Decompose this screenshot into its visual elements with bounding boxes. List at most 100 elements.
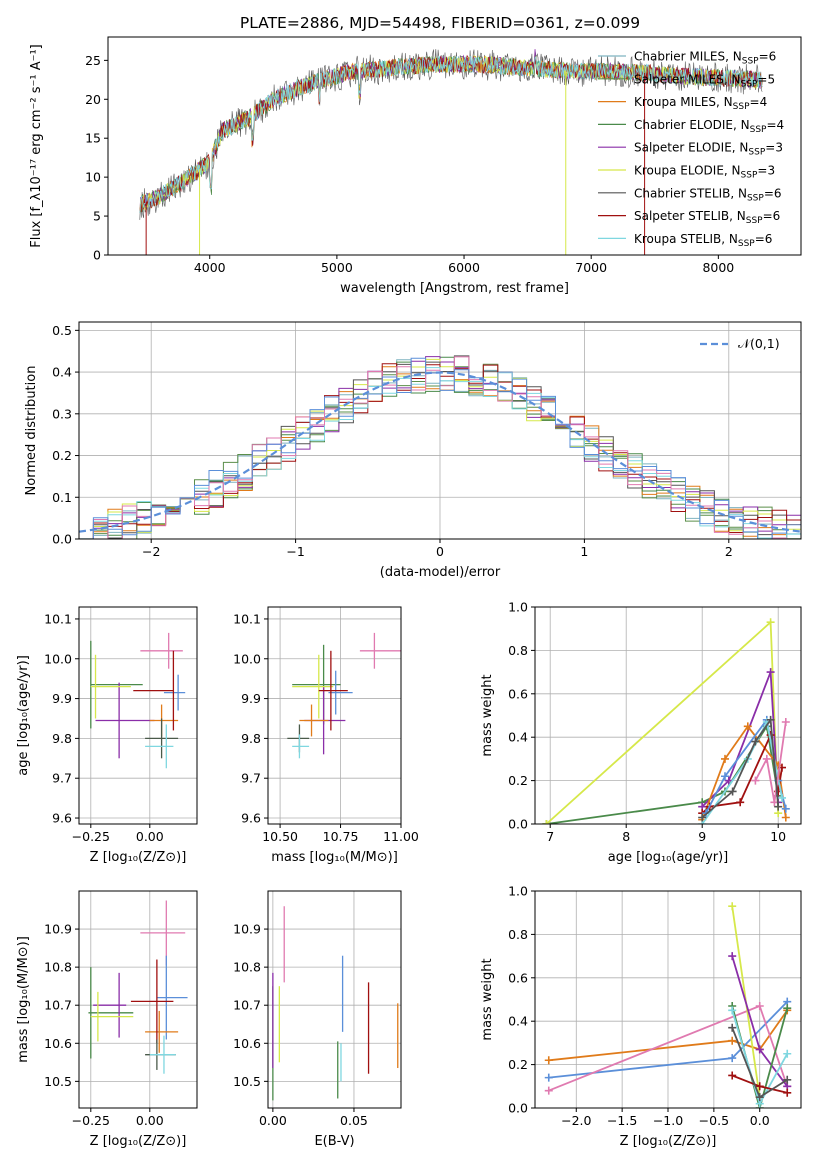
- y-axis-label: mass [log₁₀(M/M⊙)]: [16, 936, 31, 1063]
- x-axis-label: Z [log₁₀(Z/Z⊙)]: [90, 850, 187, 865]
- x-axis-label: wavelength [Angstrom, rest frame]: [340, 281, 569, 296]
- x-tick-label: 0.00: [136, 829, 164, 844]
- panel-weight-vs-age: 7 8 9 10 0.0 0.2 0.4 0.6 0.8 1.0 age [log₁₀(age/yr…: [480, 600, 802, 865]
- panel-age-vs-Z: −0.25 0.00 9.6 9.7 9.8 9.9 10.0 10.1 Z [log₁₀(Z/…: [16, 606, 198, 865]
- legend-label: 𝒩(0,1): [738, 336, 780, 351]
- y-tick-label: 10.7: [44, 998, 72, 1013]
- y-axis-label: age [log₁₀(age/yr)]: [16, 655, 31, 776]
- y-tick-label: 1.0: [508, 884, 528, 899]
- y-tick-label: 10.5: [233, 1074, 261, 1089]
- legend-tail: =3: [765, 141, 783, 155]
- y-tick-label: 0: [93, 248, 101, 263]
- weight-marker: [778, 793, 786, 802]
- weight-marker: [728, 902, 737, 911]
- y-tick-label: 0.6: [508, 686, 528, 701]
- plot-area: [287, 632, 401, 759]
- weight-marker: [698, 813, 707, 822]
- x-tick-label: 10.50: [262, 829, 298, 844]
- y-tick-label: 0.6: [508, 970, 528, 985]
- histogram-series: [79, 357, 801, 539]
- weight-marker: [736, 798, 745, 807]
- legend-label: Chabrier MILES, NSSP=6: [634, 50, 776, 67]
- x-axis-label: age [log₁₀(age/yr)]: [608, 850, 729, 865]
- x-tick-label: 10.75: [323, 829, 359, 844]
- x-axis-label: Z [log₁₀(Z/Z⊙)]: [620, 1134, 717, 1149]
- x-tick-label: 8000: [702, 260, 734, 275]
- x-tick-label: 0.0: [750, 1113, 770, 1128]
- panel-age-vs-mass: 10.50 10.75 11.00 9.6 9.7 9.8 9.9 10.0 10.1 mass …: [233, 606, 419, 865]
- x-tick-label: −2: [142, 544, 160, 559]
- legend-sub: SSP: [742, 57, 759, 67]
- y-tick-label: 10.8: [233, 960, 261, 975]
- weight-marker: [751, 776, 760, 785]
- legend-label: Salpeter STELIB, NSSP=6: [634, 209, 780, 226]
- legend-sub: SSP: [747, 193, 764, 203]
- panel-mass-vs-EBV: 0.00 0.05 10.5 10.6 10.7 10.8 10.9 E(B-V): [233, 890, 402, 1149]
- x-tick-label: −2.0: [561, 1113, 591, 1128]
- weight-marker: [783, 1049, 792, 1058]
- x-tick-label: 0.00: [259, 1113, 287, 1128]
- legend-sub: SSP: [750, 125, 767, 135]
- weight-marker: [724, 776, 733, 785]
- y-tick-label: 10.8: [44, 960, 72, 975]
- weight-marker: [766, 618, 775, 627]
- plot-area: [79, 355, 801, 539]
- x-tick-label: −1.0: [653, 1113, 683, 1128]
- axes-frame: [267, 606, 402, 825]
- y-tick-label: 10.7: [233, 998, 261, 1013]
- legend-sub: SSP: [741, 79, 758, 89]
- y-axis-label: Normed distribution: [24, 366, 39, 496]
- weight-marker: [721, 754, 729, 763]
- panel-spectrum: 4000 5000 6000 7000 8000 0 5 10 15 20 25 wavelength…: [29, 36, 802, 296]
- x-tick-label: 9: [698, 829, 706, 844]
- plot-area: [90, 632, 186, 769]
- y-tick-label: 10.6: [44, 1036, 72, 1051]
- plot-area: [272, 906, 399, 1101]
- legend-tail: =5: [757, 72, 775, 86]
- y-tick-label: 10.5: [44, 1074, 72, 1089]
- weight-line: [701, 671, 780, 808]
- y-tick-label: 5: [93, 209, 101, 224]
- y-tick-label: 0.3: [52, 406, 72, 421]
- plot-area: [542, 618, 790, 824]
- weight-marker: [728, 1023, 737, 1032]
- y-axis-label: Flux [f_λ10⁻¹⁷ erg cm⁻² s⁻¹ A⁻¹]: [29, 44, 44, 248]
- y-tick-label: 9.8: [241, 731, 261, 746]
- legend-tail: =3: [757, 164, 775, 178]
- y-tick-label: 9.9: [52, 691, 72, 706]
- legend-sub: SSP: [741, 171, 758, 181]
- x-tick-label: −0.25: [72, 1113, 110, 1128]
- weight-marker: [751, 737, 760, 746]
- y-tick-label: 0.8: [508, 643, 528, 658]
- y-tick-label: 0.0: [52, 532, 72, 547]
- legend-tail: =6: [755, 232, 773, 246]
- weight-marker: [781, 813, 790, 822]
- legend-sub: SSP: [733, 102, 750, 112]
- y-tick-label: 9.7: [241, 771, 261, 786]
- y-tick-label: 10.1: [44, 611, 72, 626]
- y-tick-label: 0.5: [52, 323, 72, 338]
- y-tick-label: 10.0: [233, 651, 261, 666]
- weight-marker: [728, 952, 737, 961]
- legend-sub: SSP: [738, 239, 755, 249]
- weight-marker: [728, 1036, 737, 1045]
- weight-marker: [728, 1006, 737, 1015]
- spectrum-line: [139, 55, 763, 213]
- x-tick-label: −0.5: [699, 1113, 729, 1128]
- weight-marker: [755, 1002, 764, 1011]
- x-tick-label: 7: [546, 829, 554, 844]
- y-tick-label: 20: [85, 92, 101, 107]
- legend-label: Kroupa ELODIE, NSSP=3: [634, 164, 775, 181]
- gaussian-curve: [79, 371, 801, 533]
- panel-weight-vs-Z: −2.0 −1.5 −1.0 −0.5 0.0 0.0 0.2 0.4 0.6 0.8 1.0 Z […: [480, 884, 802, 1149]
- weight-marker: [783, 1075, 792, 1084]
- y-tick-label: 0.0: [508, 1101, 528, 1116]
- weight-line: [754, 721, 787, 803]
- weight-marker: [762, 754, 771, 763]
- legend-label: Salpeter MILES, NSSP=5: [634, 72, 775, 89]
- x-tick-label: 2: [725, 544, 733, 559]
- x-axis-label: (data-model)/error: [380, 565, 501, 580]
- figure-title: PLATE=2886, MJD=54498, FIBERID=0361, z=0…: [240, 14, 640, 32]
- legend-tail: =6: [759, 50, 777, 64]
